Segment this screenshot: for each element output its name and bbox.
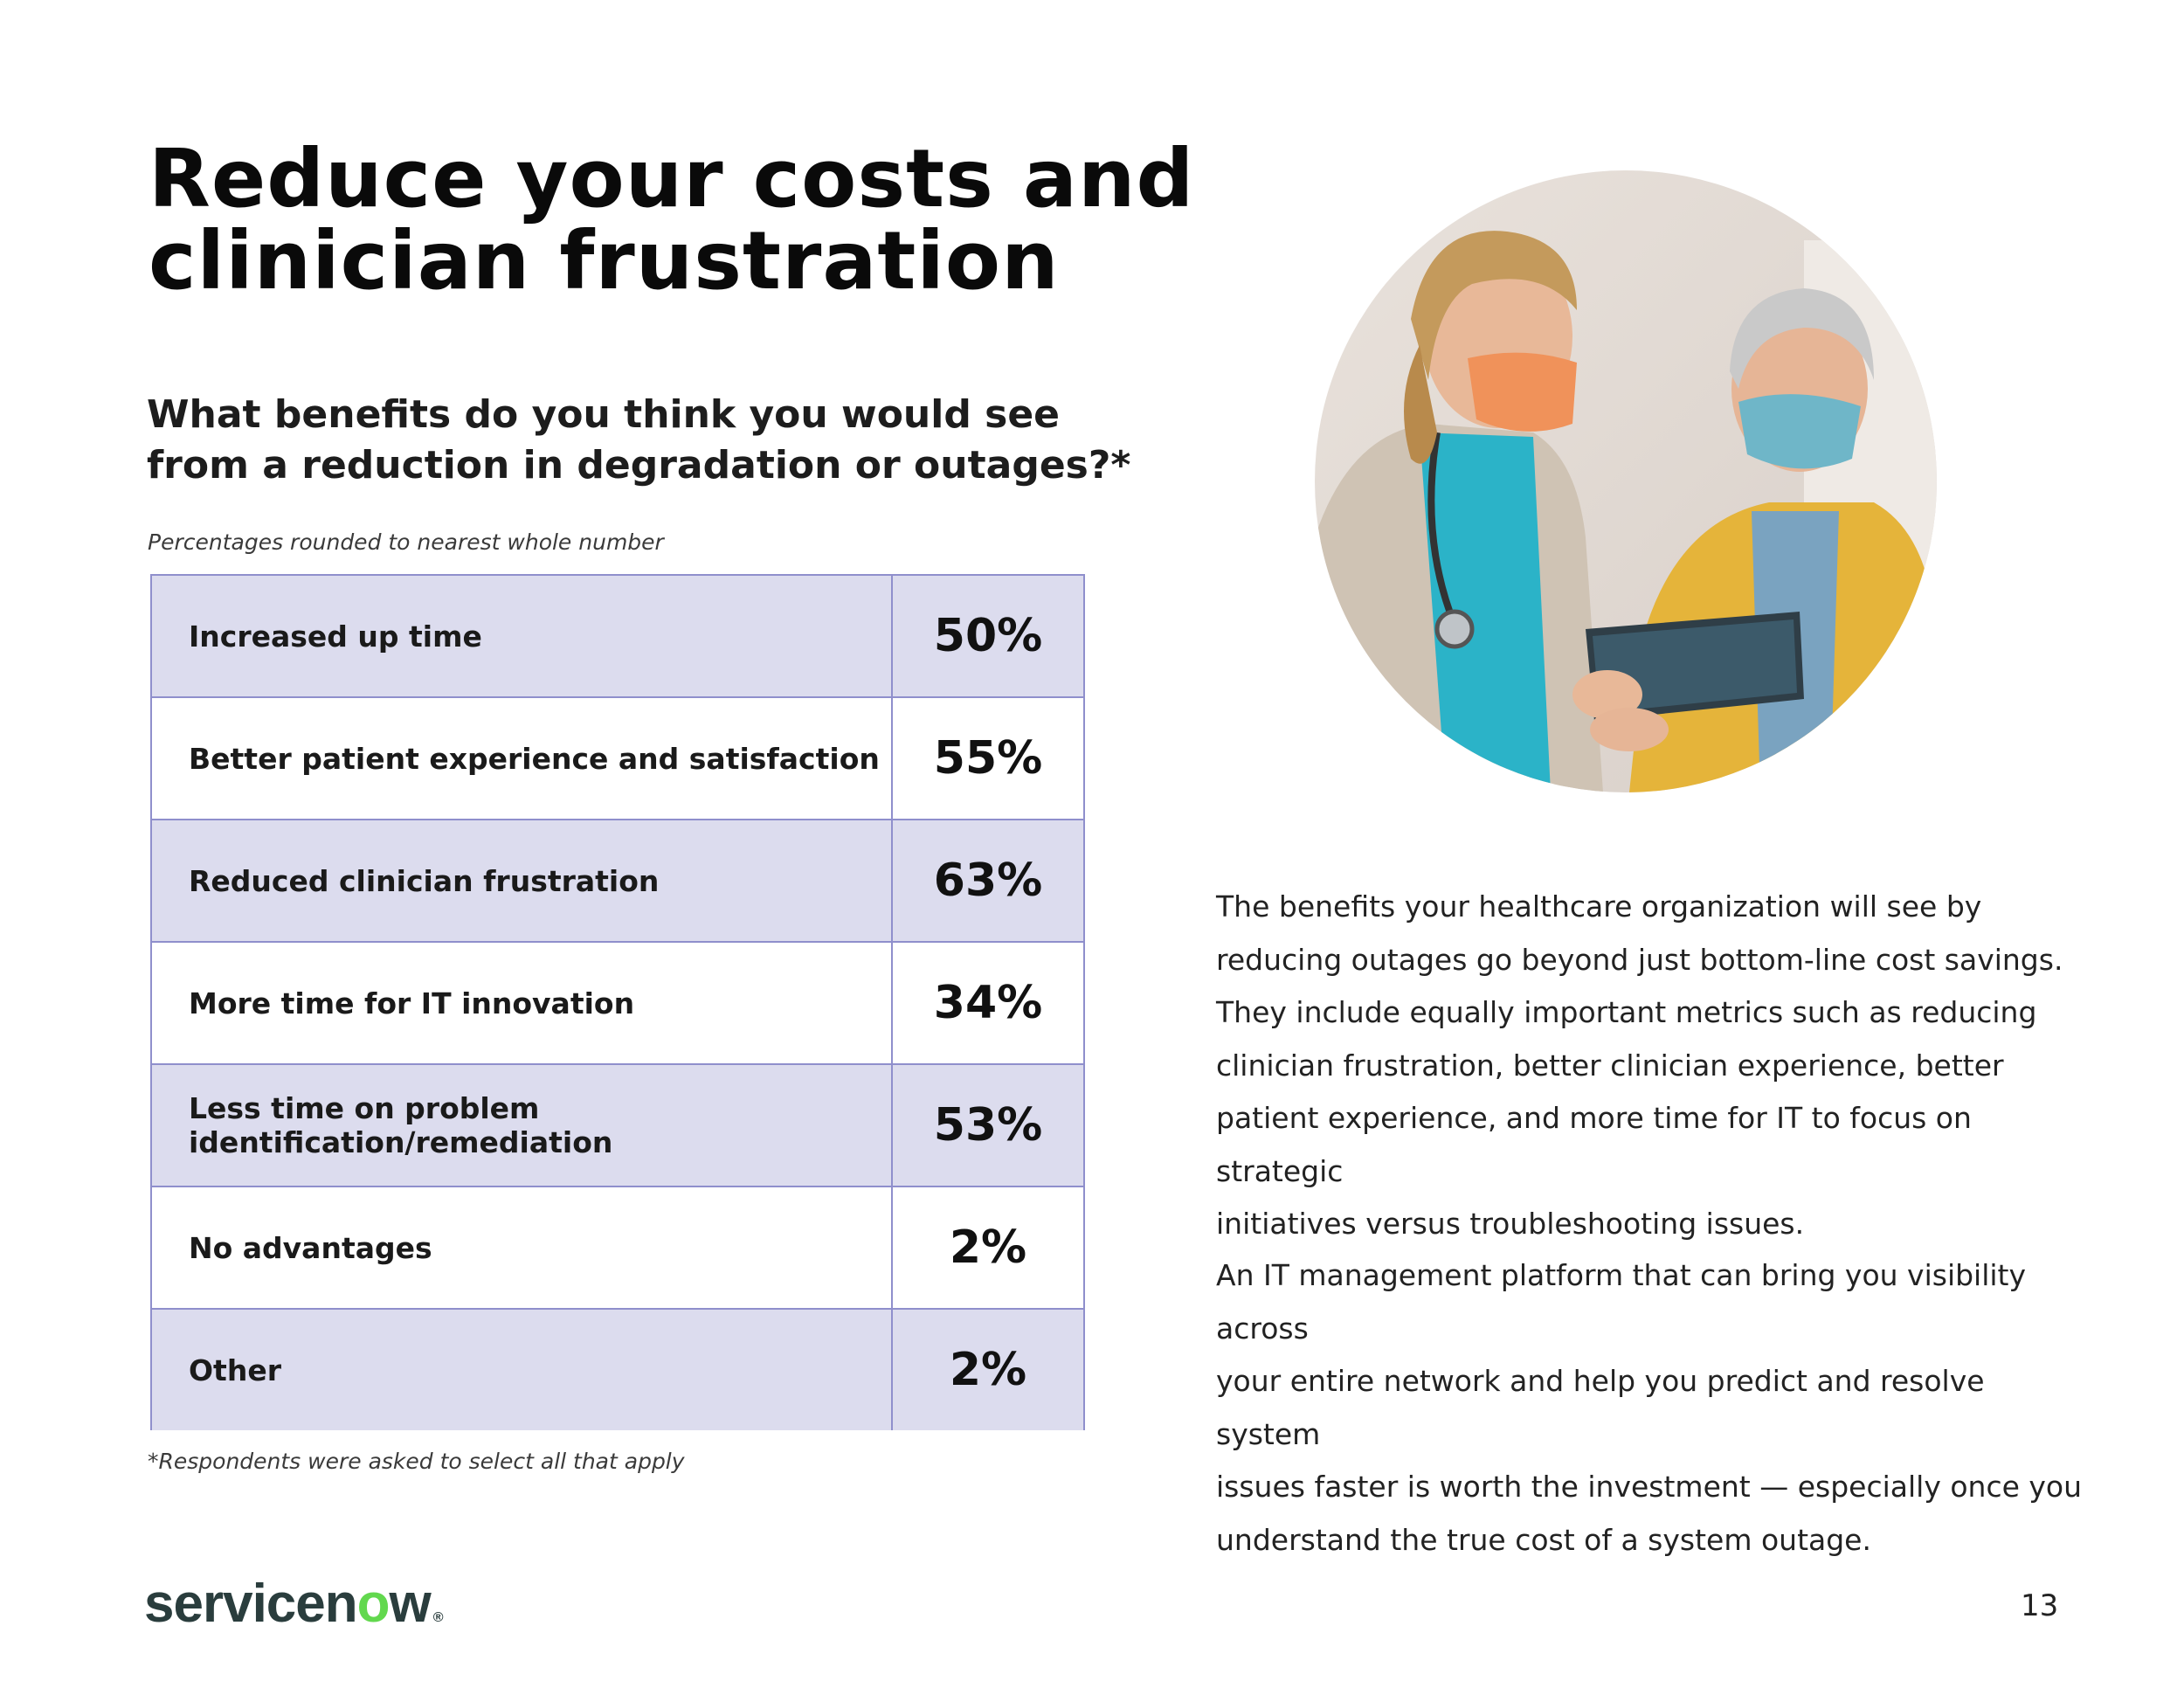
benefits-table: Increased up time 50% Better patient exp… — [150, 574, 1085, 1430]
title-line-1: Reduce your costs and — [149, 132, 1195, 225]
nurse-and-patient-photo — [1315, 170, 1937, 792]
logo-text-end: w — [389, 1574, 432, 1634]
paragraph-line: understand the true cost of a system out… — [1216, 1522, 1871, 1557]
row-value: 53% — [933, 1099, 1043, 1152]
table-row: More time for IT innovation 34% — [152, 943, 1083, 1065]
page-number: 13 — [2021, 1588, 2059, 1623]
row-label: Less time on problem identification/reme… — [152, 1065, 893, 1186]
paragraph-line: initiatives versus troubleshooting issue… — [1216, 1207, 1805, 1241]
row-label: No advantages — [152, 1187, 893, 1308]
question-line-2: from a reduction in degradation or outag… — [147, 443, 1131, 488]
row-label: Better patient experience and satisfacti… — [152, 698, 893, 819]
registered-mark-icon: ® — [432, 1610, 444, 1625]
row-value: 55% — [933, 732, 1043, 785]
table-row: Reduced clinician frustration 63% — [152, 820, 1083, 943]
row-value: 63% — [933, 854, 1043, 907]
logo-text-start: servicen — [144, 1574, 358, 1634]
table-row: Less time on problem identification/reme… — [152, 1065, 1083, 1187]
paragraph-line: They include equally important metrics s… — [1216, 995, 2037, 1029]
paragraph-line: clinician frustration, better clinician … — [1216, 1048, 2004, 1083]
paragraph-line: The benefits your healthcare organizatio… — [1216, 889, 1982, 924]
footnote: *Respondents were asked to select all th… — [148, 1449, 685, 1474]
table-row: No advantages 2% — [152, 1187, 1083, 1310]
row-value: 2% — [949, 1221, 1027, 1274]
page-title: Reduce your costs and clinician frustrat… — [149, 138, 1241, 302]
row-label: Other — [152, 1310, 893, 1430]
title-line-2: clinician frustration — [149, 214, 1060, 308]
row-value: 2% — [949, 1344, 1027, 1396]
table-row: Other 2% — [152, 1310, 1083, 1430]
rounding-note: Percentages rounded to nearest whole num… — [148, 529, 664, 555]
question-line-1: What benefits do you think you would see — [147, 392, 1061, 437]
paragraph-line: An IT management platform that can bring… — [1216, 1258, 2027, 1346]
row-value: 50% — [933, 610, 1043, 662]
servicenow-logo: servicen o w ® — [144, 1573, 444, 1635]
paragraph-line: your entire network and help you predict… — [1216, 1364, 1985, 1451]
row-value: 34% — [933, 977, 1043, 1029]
row-label: Reduced clinician frustration — [152, 820, 893, 941]
row-label: Increased up time — [152, 576, 893, 696]
logo-o-accent: o — [356, 1574, 390, 1634]
paragraph-line: patient experience, and more time for IT… — [1216, 1101, 1972, 1188]
table-row: Increased up time 50% — [152, 576, 1083, 698]
platform-paragraph: An IT management platform that can bring… — [1216, 1249, 2090, 1567]
survey-question: What benefits do you think you would see… — [147, 390, 1151, 491]
paragraph-line: issues faster is worth the investment — … — [1216, 1470, 2083, 1504]
paragraph-line: reducing outages go beyond just bottom-l… — [1216, 942, 2063, 977]
row-label: More time for IT innovation — [152, 943, 893, 1063]
benefits-paragraph: The benefits your healthcare organizatio… — [1216, 881, 2090, 1251]
table-row: Better patient experience and satisfacti… — [152, 698, 1083, 820]
